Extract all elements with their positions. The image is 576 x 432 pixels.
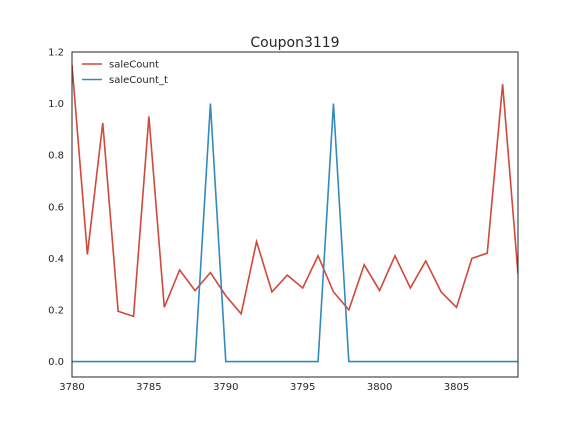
- y-axis: 0.0 0.2 0.4 0.6 0.8 1.0 1.2: [48, 48, 64, 369]
- y-tick-label: 0.2: [48, 305, 64, 316]
- y-tick-label: 0.0: [48, 357, 64, 368]
- plot-frame: [71, 51, 519, 378]
- y-tick-label: 0.8: [48, 151, 64, 162]
- x-tick-label: 3805: [444, 382, 469, 393]
- series-line-saleCount: [72, 64, 518, 318]
- y-tick-label: 1.2: [48, 48, 64, 59]
- y-tick-label: 0.4: [48, 254, 64, 265]
- legend-label: saleCount: [109, 60, 159, 71]
- x-axis: 3780 3785 3790 3795 3800 3805: [59, 382, 469, 393]
- x-tick-label: 3800: [367, 382, 392, 393]
- y-tick-label: 1.0: [48, 99, 64, 110]
- x-tick-label: 3780: [59, 382, 84, 393]
- x-tick-label: 3785: [136, 382, 161, 393]
- y-tick-label: 0.6: [48, 202, 64, 213]
- chart-title: Coupon3119: [250, 35, 339, 51]
- x-tick-label: 3790: [213, 382, 238, 393]
- series-line-saleCount-t: [72, 103, 518, 363]
- legend: saleCount saleCount_t: [82, 60, 168, 86]
- x-tick-label: 3795: [290, 382, 315, 393]
- legend-label: saleCount_t: [109, 75, 168, 86]
